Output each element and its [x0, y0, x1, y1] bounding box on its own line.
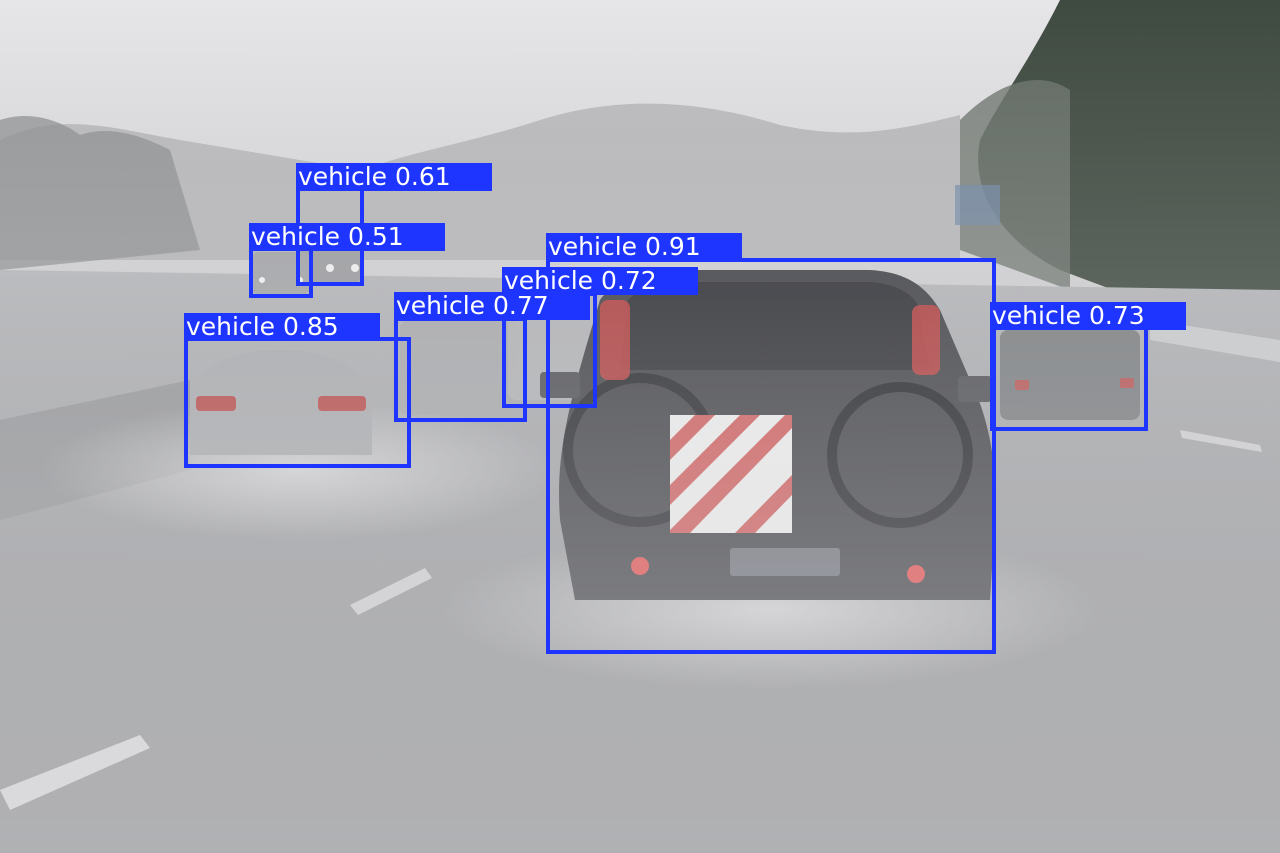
detection-label: vehicle 0.85 — [184, 313, 380, 341]
detection-label: vehicle 0.91 — [546, 233, 742, 261]
detection-label: vehicle 0.61 — [296, 163, 492, 191]
detection-label: vehicle 0.73 — [990, 302, 1186, 330]
detection-label: vehicle 0.51 — [249, 223, 445, 251]
detection-label: vehicle 0.72 — [502, 267, 698, 295]
detection-box — [546, 258, 996, 654]
detection-label: vehicle 0.77 — [394, 292, 590, 320]
